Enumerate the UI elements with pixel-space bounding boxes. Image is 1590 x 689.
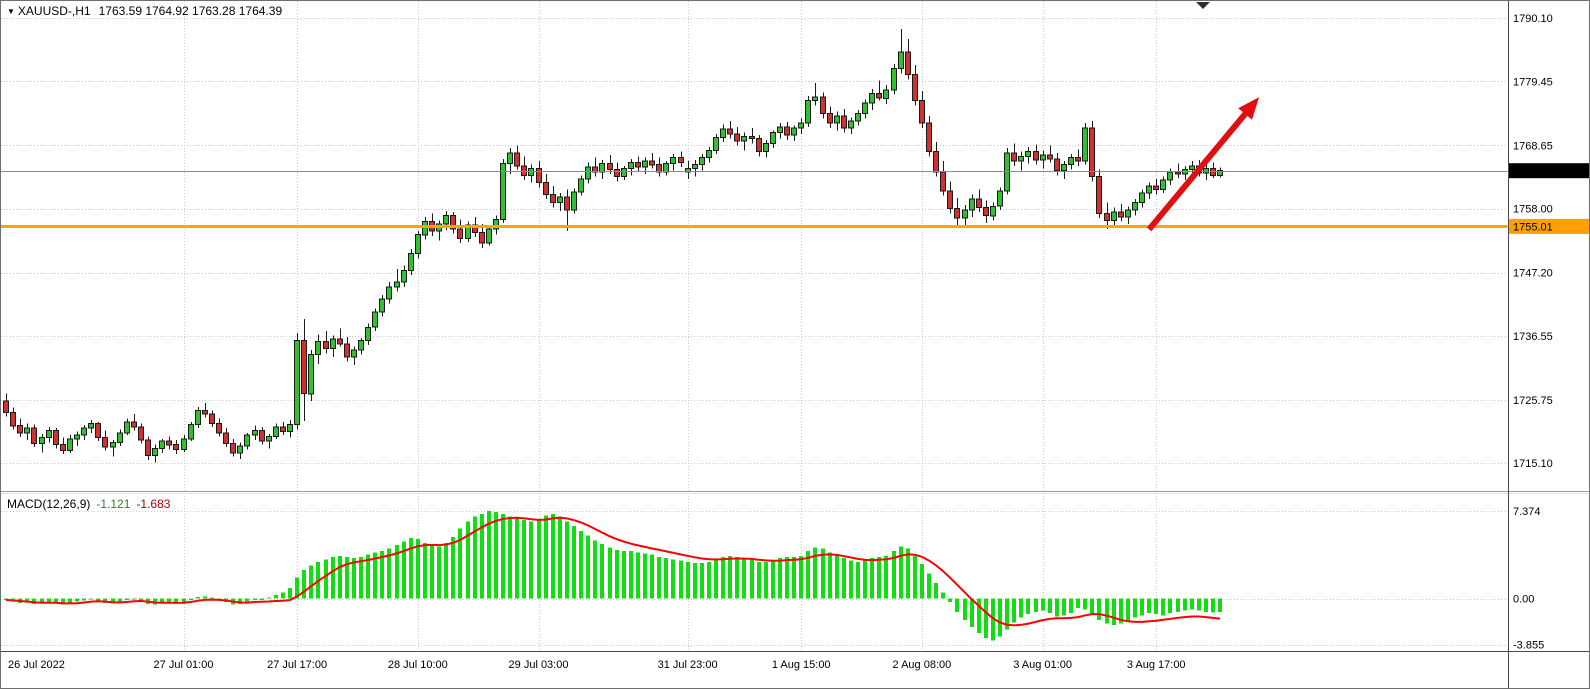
price-axis-label: 1758.00 (1513, 204, 1553, 216)
time-axis[interactable]: 26 Jul 2022 27 Jul 01:00 27 Jul 17:00 28 Ju… (8, 659, 1186, 671)
time-axis-label: 26 Jul 2022 (8, 659, 65, 671)
macd-label: MACD(12,26,9) -1.121 -1.683 (7, 497, 170, 511)
macd-axis-label: -3.855 (1513, 640, 1544, 652)
current-price-tag: 1764.39 (1509, 163, 1589, 179)
price-axis-label: 1715.10 (1513, 458, 1553, 470)
macd-value-signal: -1.683 (136, 497, 171, 511)
time-axis-label: 31 Jul 23:00 (658, 659, 718, 671)
symbol-info: ▼ XAUUSD-,H1 1763.59 1764.92 1763.28 1764.… (7, 4, 282, 18)
price-axis-label: 1747.20 (1513, 268, 1553, 280)
price-axis-label: 1725.75 (1513, 395, 1553, 407)
trend-arrow[interactable] (1146, 97, 1260, 232)
candles (3, 28, 1223, 463)
shift-marker-icon[interactable] (1196, 2, 1210, 9)
symbol-period-label: XAUUSD-,H1 (17, 4, 91, 18)
time-axis-label: 29 Jul 03:00 (509, 659, 569, 671)
svg-text:1755.01: 1755.01 (1513, 221, 1553, 233)
ohlc-values: 1763.59 1764.92 1763.28 1764.39 (98, 4, 283, 18)
price-axis-label: 1768.65 (1513, 140, 1553, 152)
time-axis-label: 27 Jul 01:00 (154, 659, 214, 671)
macd-axis-label: 7.374 (1513, 506, 1541, 518)
time-axis-label: 2 Aug 08:00 (893, 659, 952, 671)
price-axis-label: 1790.10 (1513, 13, 1553, 25)
macd-signal-line (5, 516, 1221, 627)
time-axis-label: 3 Aug 17:00 (1127, 659, 1186, 671)
symbol-dropdown-icon: ▼ (7, 7, 15, 16)
time-axis-label: 27 Jul 17:00 (267, 659, 327, 671)
hline-price-tag: 1755.01 (1509, 218, 1589, 234)
time-axis-label: 28 Jul 10:00 (388, 659, 448, 671)
price-axis-label: 1736.55 (1513, 331, 1553, 343)
macd-axis-label: 0.00 (1513, 594, 1534, 606)
macd-value-main: -1.121 (96, 497, 131, 511)
time-axis-label: 3 Aug 01:00 (1013, 659, 1072, 671)
price-axis[interactable]: 1790.10 1779.45 1768.65 1758.00 1747.20 1736.… (1513, 13, 1553, 651)
macd-name: MACD(12,26,9) (7, 497, 91, 511)
time-axis-label: 1 Aug 15:00 (772, 659, 831, 671)
price-axis-label: 1779.45 (1513, 76, 1553, 88)
svg-text:1764.39: 1764.39 (1513, 166, 1553, 178)
